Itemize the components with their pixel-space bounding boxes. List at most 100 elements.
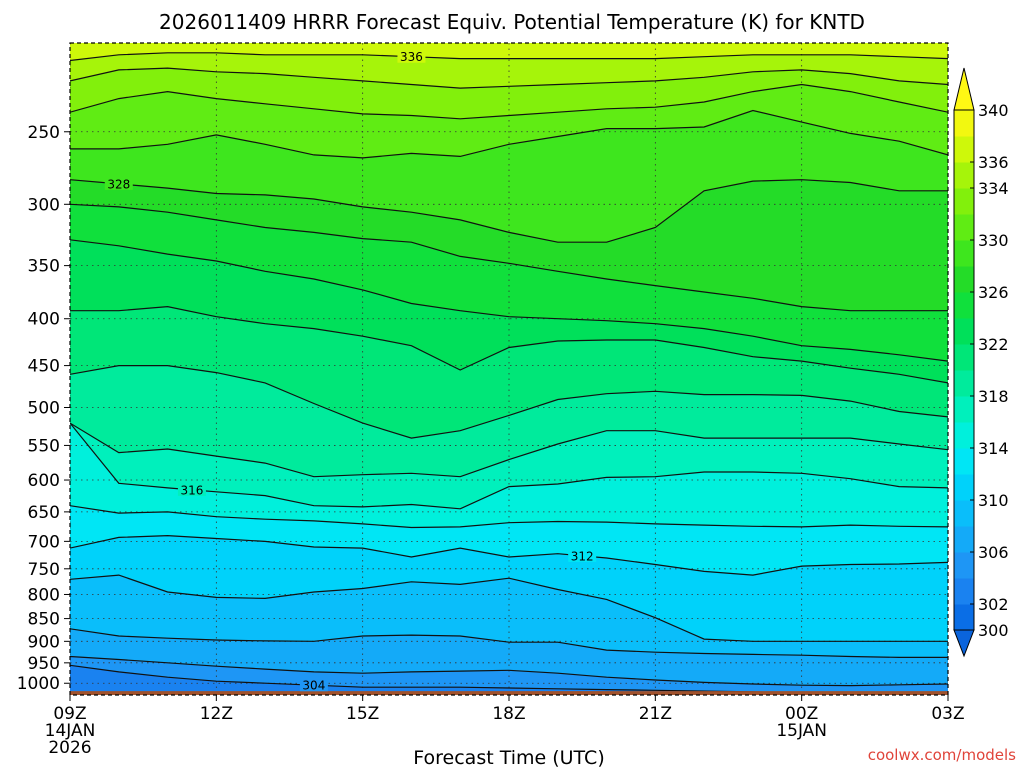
colorbar-label: 336 xyxy=(978,153,1009,172)
contour-lines xyxy=(70,52,948,695)
colorbar-max-arrow xyxy=(953,67,975,111)
y-tick-label: 750 xyxy=(28,560,60,580)
y-tick-label: 250 xyxy=(28,123,60,143)
colorbar-swatch xyxy=(954,396,974,423)
y-tick-label: 800 xyxy=(28,585,60,605)
y-tick-label: 450 xyxy=(28,357,60,377)
colorbar-label: 334 xyxy=(978,179,1009,198)
colorbar-frame xyxy=(953,109,975,631)
contour-label-bg xyxy=(177,482,206,496)
contour-label-336: 336 xyxy=(400,50,423,64)
colorbar-swatch xyxy=(954,578,974,605)
x-tick-date: 15JAN xyxy=(776,721,827,741)
contour-line-336 xyxy=(70,52,948,62)
colorbar-label: 340 xyxy=(978,101,1009,120)
colorbar-swatch xyxy=(954,292,974,319)
fill-band xyxy=(70,52,948,89)
x-tick-year: 2026 xyxy=(48,738,91,758)
contour-line-322 xyxy=(70,305,948,384)
x-tick-label: 15Z xyxy=(346,704,379,724)
colorbar-label: 310 xyxy=(978,491,1009,510)
y-axis: 2503003504004505005506006507007508008509… xyxy=(17,123,70,694)
fill-band xyxy=(70,204,948,362)
contour-line-332 xyxy=(70,83,948,120)
colorbar-swatch xyxy=(954,422,974,449)
colorbar-label: 302 xyxy=(978,595,1009,614)
contour-label-328: 328 xyxy=(107,177,130,191)
contour-label-bg xyxy=(397,49,426,63)
colorbar-label: 300 xyxy=(978,621,1009,640)
contour-label-316: 316 xyxy=(180,483,203,497)
contour-line-306 xyxy=(70,655,948,687)
colorbar-label: 330 xyxy=(978,231,1009,250)
colorbar-swatch xyxy=(954,136,974,163)
contour-line-330 xyxy=(70,109,948,159)
y-tick-label: 400 xyxy=(28,310,60,330)
colorbar-swatch xyxy=(954,448,974,475)
fill-band xyxy=(70,423,948,528)
x-tick-label: 12Z xyxy=(200,704,233,724)
contour-line-314 xyxy=(70,505,948,529)
colorbar-swatch xyxy=(954,344,974,371)
contour-line-308 xyxy=(70,628,948,658)
fill-band xyxy=(70,656,948,694)
fill-band xyxy=(70,43,948,61)
colorbar-swatch xyxy=(954,370,974,397)
x-tick-label: 09Z xyxy=(53,704,86,724)
x-tick-label: 03Z xyxy=(931,704,964,724)
contour-line-324 xyxy=(70,239,948,362)
y-tick-label: 600 xyxy=(28,471,60,491)
contour-label-304: 304 xyxy=(302,679,325,693)
colorbar-swatch xyxy=(954,500,974,527)
colorbar-label: 322 xyxy=(978,335,1009,354)
fill-band xyxy=(70,665,948,695)
x-tick-label: 00Z xyxy=(785,704,818,724)
contour-label-bg xyxy=(568,548,597,562)
colorbar-swatch xyxy=(954,318,974,345)
colorbar-swatch xyxy=(954,526,974,553)
colorbar-swatch xyxy=(954,110,974,137)
y-tick-label: 650 xyxy=(28,503,60,523)
contour-line-316 xyxy=(70,422,948,510)
x-tick-label: 21Z xyxy=(639,704,672,724)
x-tick-date: 14JAN xyxy=(45,721,96,741)
colorbar-label: 326 xyxy=(978,283,1009,302)
contour-label-bg xyxy=(104,176,133,190)
fill-band xyxy=(70,535,948,642)
ground-fill xyxy=(70,691,948,695)
colorbar-swatch xyxy=(954,552,974,579)
x-tick-label: 18Z xyxy=(492,704,525,724)
y-tick-label: 900 xyxy=(28,632,60,652)
colorbar-label: 314 xyxy=(978,439,1009,458)
y-tick-label: 550 xyxy=(28,436,60,456)
y-tick-label: 700 xyxy=(28,532,60,552)
colorbar-swatch xyxy=(954,474,974,501)
colorbar-swatch xyxy=(954,604,974,631)
y-tick-label: 300 xyxy=(28,195,60,215)
contour-labels: 304 312 316 328 336 xyxy=(104,49,597,693)
fill-band xyxy=(70,628,948,686)
y-tick-label: 500 xyxy=(28,399,60,419)
fill-band xyxy=(70,423,948,509)
contour-line-320 xyxy=(70,365,948,439)
contour-label-bg xyxy=(299,678,328,692)
colorbar-min-arrow xyxy=(953,629,975,658)
contour-line-318 xyxy=(70,422,948,478)
colorbar-swatch xyxy=(954,188,974,215)
colorbar-swatch xyxy=(954,162,974,189)
contour-line-334 xyxy=(70,67,948,89)
y-tick-label: 350 xyxy=(28,257,60,277)
grid-lines xyxy=(70,43,948,695)
fill-band xyxy=(70,179,948,311)
contour-line-328 xyxy=(70,179,948,243)
contour-line-326 xyxy=(70,203,948,312)
colorbar-label: 306 xyxy=(978,543,1009,562)
colorbar-swatch xyxy=(954,266,974,293)
contour-line-312 xyxy=(70,534,948,576)
fill-band xyxy=(70,306,948,439)
colorbar: 300 302 306 310 314 318 322 326 330 334 336 340 xyxy=(953,67,1009,658)
y-tick-label: 950 xyxy=(28,654,60,674)
